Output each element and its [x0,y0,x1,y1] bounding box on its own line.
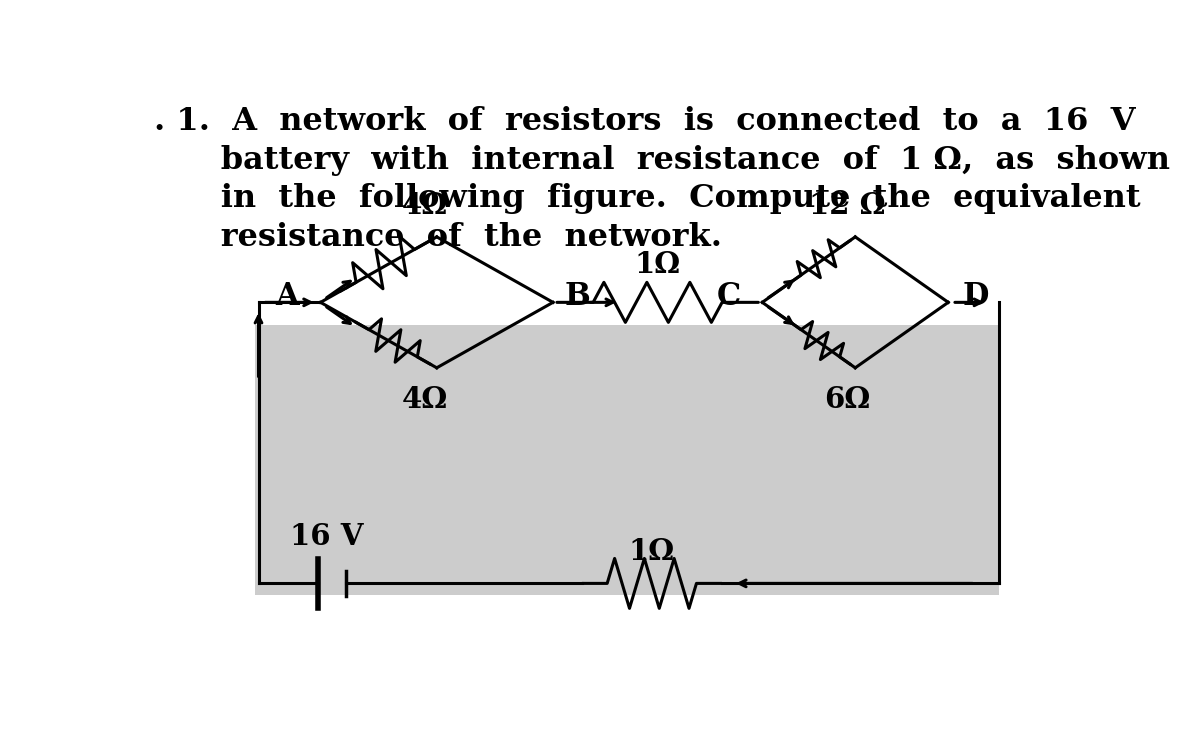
Text: in  the  following  figure.  Compute  the  equivalent: in the following figure. Compute the equ… [154,183,1140,214]
Text: 4Ω: 4Ω [402,191,449,220]
Text: 6Ω: 6Ω [824,385,871,414]
Text: D: D [962,281,989,312]
Text: 1Ω: 1Ω [629,538,674,566]
Text: 4Ω: 4Ω [402,385,449,414]
Text: A: A [275,281,299,312]
Text: 16 V: 16 V [289,522,364,551]
Text: . 1.  A  network  of  resistors  is  connected  to  a  16  V: . 1. A network of resistors is connected… [154,106,1135,137]
Text: battery  with  internal  resistance  of  1 Ω,  as  shown: battery with internal resistance of 1 Ω,… [154,144,1170,175]
Bar [254,325,998,595]
Text: 12 Ω: 12 Ω [809,191,886,220]
Text: 1Ω: 1Ω [635,250,680,279]
Text: resistance  of  the  network.: resistance of the network. [154,221,722,252]
Text: B: B [565,281,590,312]
Text: C: C [716,281,740,312]
